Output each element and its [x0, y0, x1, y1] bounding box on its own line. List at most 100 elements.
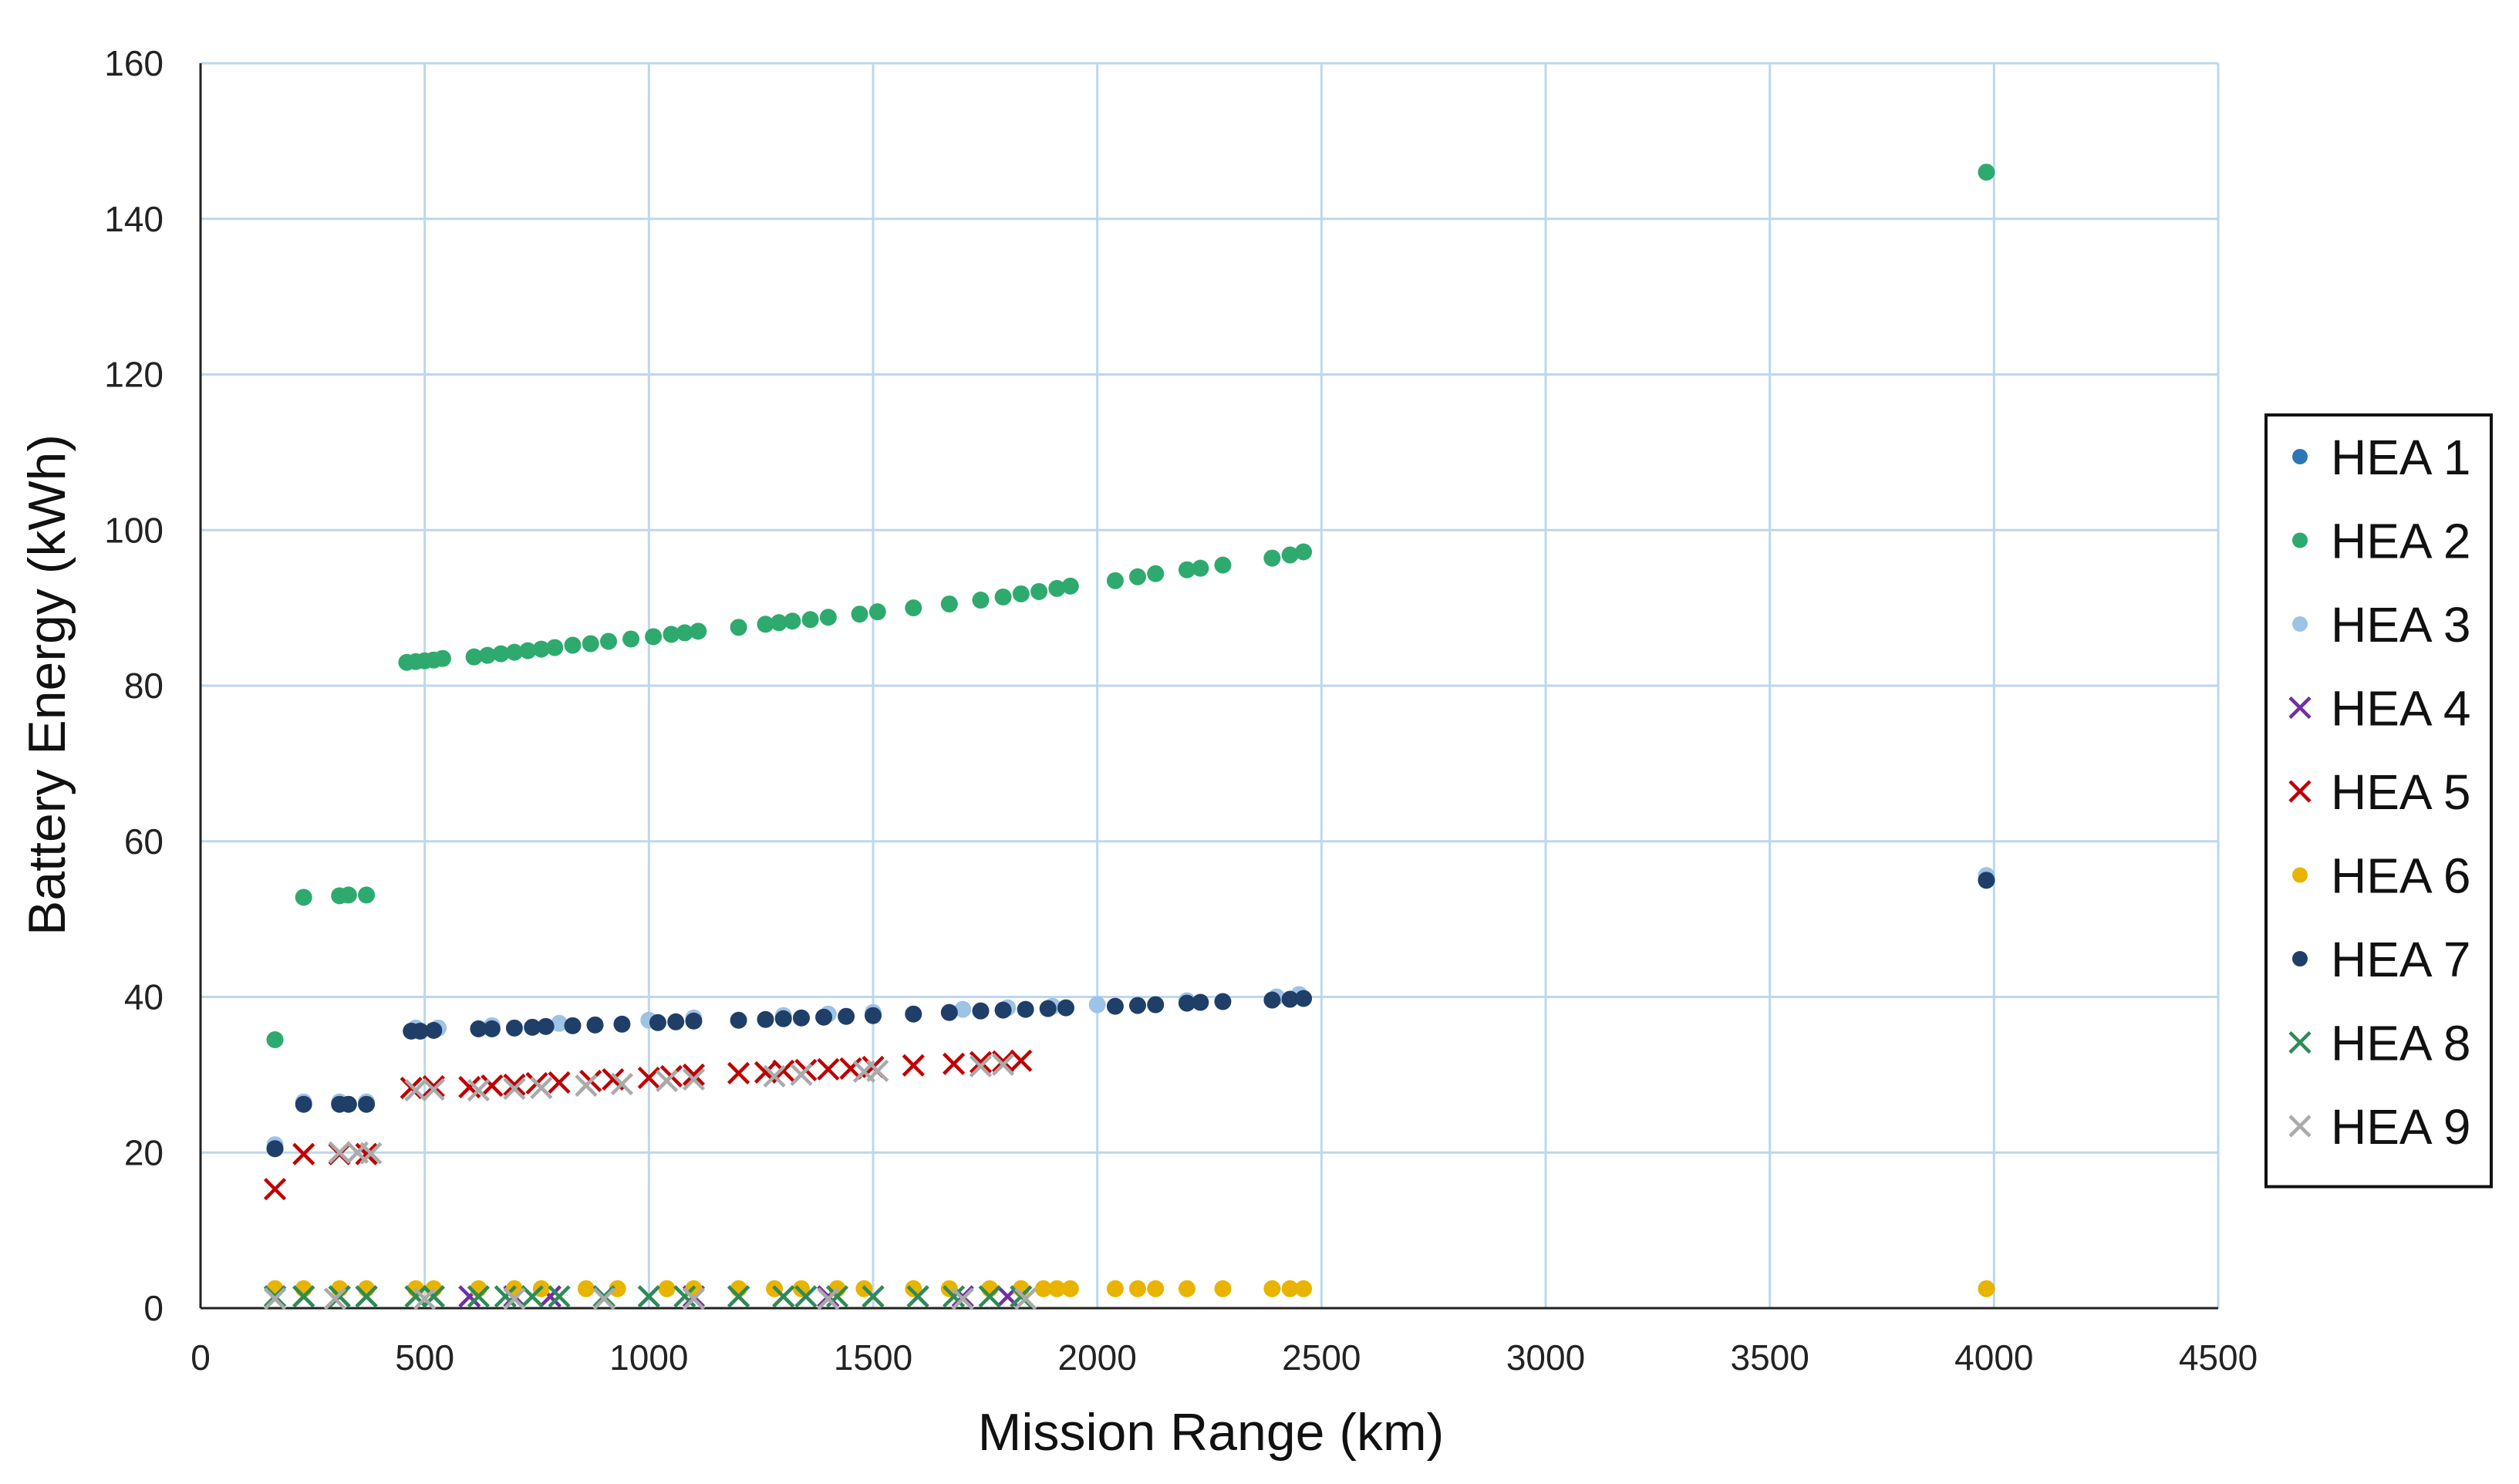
data-point [868, 603, 886, 621]
data-point [359, 1142, 383, 1165]
legend-label: HEA 7 [2331, 932, 2470, 987]
data-point [622, 630, 640, 648]
data-point [991, 1050, 1015, 1073]
data-point [972, 1002, 990, 1020]
data-point [339, 886, 357, 904]
data-point [263, 1287, 287, 1310]
data-point [470, 1020, 487, 1037]
legend-item: HEA 4 [2288, 681, 2470, 737]
data-point [1034, 1280, 1052, 1297]
data-point [815, 1008, 833, 1026]
data-point [637, 1285, 660, 1308]
data-point [610, 1072, 634, 1096]
data-point [1088, 996, 1106, 1014]
data-point [940, 1003, 958, 1021]
y-tick-label: 20 [124, 1132, 164, 1172]
data-point [682, 1067, 706, 1091]
data-point [905, 1005, 922, 1023]
data-point [757, 616, 774, 633]
y-axis-title: Battery Energy (kWh) [18, 434, 76, 936]
legend-item: HEA 3 [2292, 597, 2470, 653]
legend-marker [2288, 696, 2312, 720]
legend-marker [2288, 1030, 2312, 1054]
data-point [1014, 1287, 1037, 1310]
data-point [530, 1076, 553, 1100]
data-point [355, 1285, 378, 1308]
data-point [1192, 559, 1209, 577]
x-tick-label: 3000 [1506, 1337, 1585, 1378]
data-point [467, 1285, 491, 1308]
legend-label: HEA 5 [2331, 764, 2470, 820]
data-point [792, 1280, 810, 1297]
data-point [503, 1073, 526, 1097]
data-point [682, 1063, 706, 1086]
data-point [323, 1287, 346, 1310]
y-tick-label: 80 [124, 666, 164, 706]
data-point [784, 612, 801, 630]
data-point [425, 1021, 443, 1039]
series-hea-9 [263, 1053, 1037, 1310]
data-point [727, 1061, 750, 1084]
data-point [1048, 579, 1066, 597]
data-point [1281, 1280, 1299, 1297]
data-point [1263, 1280, 1281, 1297]
data-point [339, 1095, 357, 1113]
data-point [902, 1054, 925, 1077]
data-point [991, 1053, 1015, 1076]
data-point [295, 889, 312, 906]
data-point [433, 649, 451, 667]
x-tick-label: 2000 [1057, 1337, 1136, 1378]
data-point [492, 645, 510, 663]
y-tick-label: 120 [104, 355, 164, 395]
axes [199, 63, 2218, 1310]
legend-marker [2292, 532, 2308, 548]
x-tick-label: 2500 [1282, 1337, 1361, 1378]
data-point [1106, 572, 1124, 589]
data-point [1178, 994, 1195, 1012]
legend-label: HEA 9 [2331, 1099, 2470, 1155]
legend-marker [2292, 449, 2308, 464]
legend-item: HEA 5 [2288, 764, 2470, 820]
data-point [866, 1059, 889, 1082]
data-point [1128, 997, 1146, 1014]
legend-marker [2292, 867, 2308, 883]
data-point [969, 1054, 993, 1078]
data-point [1978, 164, 1995, 181]
data-point [1295, 990, 1313, 1007]
data-point [1295, 543, 1313, 561]
data-point [851, 605, 868, 623]
data-point [1295, 1280, 1313, 1297]
x-tick-label: 500 [395, 1337, 454, 1378]
x-tick-label: 1500 [834, 1337, 912, 1378]
data-point [969, 1051, 993, 1074]
x-axis-title: Mission Range (km) [978, 1403, 1445, 1462]
data-point [548, 1071, 571, 1094]
y-tick-label: 60 [124, 821, 164, 862]
data-point [682, 1287, 706, 1310]
data-point [763, 1064, 786, 1088]
y-tick-label: 140 [104, 199, 164, 239]
data-point [577, 1280, 595, 1297]
data-point [772, 1285, 795, 1308]
x-tick-label: 4500 [2179, 1337, 2258, 1378]
data-point [1012, 585, 1030, 602]
series-hea-7 [266, 872, 1995, 1158]
data-point [355, 1142, 378, 1165]
data-point [1010, 1049, 1033, 1072]
data-point [862, 1285, 885, 1308]
legend-marker [2292, 951, 2308, 966]
data-point [676, 624, 693, 642]
data-point [906, 1285, 929, 1308]
data-point [1147, 1280, 1165, 1297]
data-point [1263, 991, 1281, 1009]
data-point [790, 1063, 813, 1086]
data-point [972, 592, 990, 609]
data-point [411, 1022, 429, 1040]
data-point [667, 1013, 685, 1030]
data-point [905, 1280, 922, 1297]
data-point [1061, 577, 1079, 595]
data-point [817, 1057, 840, 1081]
data-point [1030, 582, 1048, 600]
data-point [663, 626, 680, 643]
data-point [1128, 1280, 1146, 1297]
